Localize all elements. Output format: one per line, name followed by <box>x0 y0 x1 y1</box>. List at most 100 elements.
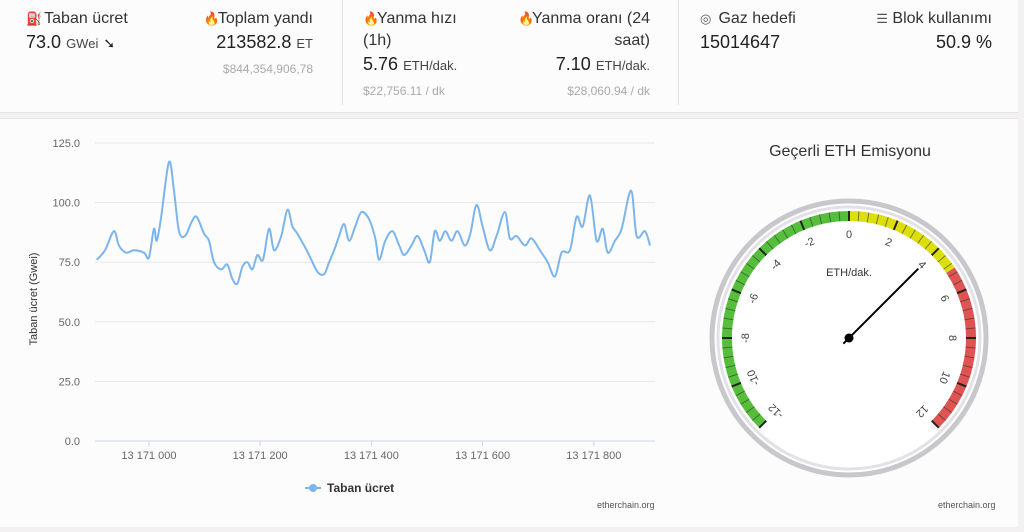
base-fee-series-line[interactable] <box>95 160 651 286</box>
gauge-tick <box>731 288 742 295</box>
gauge-unit: ETH/dak. <box>826 267 872 279</box>
gauge-tick <box>723 355 734 359</box>
gauge-tick <box>723 317 734 321</box>
gauge-tick <box>924 241 932 250</box>
database-icon: ☰ <box>876 11 888 26</box>
gauge-tick <box>866 212 870 223</box>
credit-left[interactable]: etherchain.org <box>597 500 655 510</box>
x-tick-label: 13 171 800 <box>566 450 621 462</box>
legend-marker <box>309 484 317 492</box>
gauge-tick <box>956 381 967 388</box>
y-axis-title: Taban ücret (Gwei) <box>28 253 40 346</box>
gauge-tick <box>964 355 975 359</box>
gauge-tick <box>857 211 860 222</box>
gauge-tick <box>901 224 908 234</box>
total-burned-label: Toplam yandı <box>217 10 313 27</box>
total-burned-usd: $844,354,906,78 <box>222 62 313 76</box>
stat-base-fee: ⛽ Taban ücret 73.0 GWei ➘ <box>26 8 128 56</box>
burn-rate-1h-unit: ETH/dak. <box>403 58 458 73</box>
gauge-tick <box>956 288 967 295</box>
gauge-title: Geçerli ETH Emisyonu <box>769 143 931 160</box>
legend-item[interactable]: Taban ücret <box>305 481 394 495</box>
stat-gas-target: ◎ Gaz hedefi 15014647 <box>700 8 796 54</box>
gauge-tick <box>773 234 781 244</box>
gauge-tick <box>931 420 940 429</box>
base-fee-label: Taban ücret <box>44 10 128 27</box>
gauge-label: 6 <box>937 293 950 303</box>
gauge-tick <box>790 224 797 234</box>
burn-rate-24h-label: Yanma oranı (24 saat) <box>532 10 650 49</box>
gauge-label: 8 <box>946 335 958 341</box>
y-tick-label: 0.0 <box>65 436 80 448</box>
gauge-label: 0 <box>846 229 852 241</box>
gauge-tick <box>965 346 976 349</box>
flame-icon: 🔥 <box>363 11 380 26</box>
gauge-tick <box>735 390 745 397</box>
gauge-tick <box>722 346 733 349</box>
gauge-tick <box>937 255 946 263</box>
gauge-tick <box>728 298 738 303</box>
gauge-tick <box>752 255 761 263</box>
gauge-tick <box>962 364 973 369</box>
gauge-tick <box>735 279 745 286</box>
gauge-tick <box>917 234 925 244</box>
gauge-tick <box>909 229 916 239</box>
block-usage-value: 50.9 % <box>935 32 992 52</box>
block-usage-label: Blok kullanımı <box>892 10 992 27</box>
stat-block-usage: ☰ Blok kullanımı 50.9 % <box>874 8 992 54</box>
x-tick-label: 13 171 400 <box>344 450 399 462</box>
stat-total-burned: 🔥Toplam yandı 213582.8 ET $844,354,906,7… <box>204 8 313 76</box>
gauge-tick <box>731 381 742 388</box>
y-tick-label: 75.0 <box>59 257 80 269</box>
gauge-tick <box>740 398 750 405</box>
gauge-band <box>931 267 976 428</box>
gauge-tick <box>722 327 733 330</box>
gauge-pivot <box>844 333 854 343</box>
gauge-tick <box>838 211 841 222</box>
x-tick-label: 13 171 200 <box>233 450 288 462</box>
burn-rate-24h-usd: $28,060.94 / dk <box>567 84 650 98</box>
gauge-tick <box>745 262 755 270</box>
burn-rate-24h-unit: ETH/dak. <box>595 58 650 73</box>
gauge-label: -10 <box>745 368 762 387</box>
gauge-tick <box>728 373 738 378</box>
gauge-tick <box>758 247 767 256</box>
gauge-tick <box>953 390 963 397</box>
stat-burn-rate-1h: 🔥Yanma hızı (1h) 5.76 ETH/dak. $22,756.1… <box>363 8 473 98</box>
gauge-tick <box>782 229 789 239</box>
gauge-tick <box>809 217 814 227</box>
gauge-tick <box>964 317 975 321</box>
gauge-tick <box>799 220 806 231</box>
y-tick-label: 25.0 <box>59 376 80 388</box>
gauge-tick <box>740 271 750 278</box>
gauge-label: 2 <box>883 236 893 249</box>
gauge-tick <box>745 406 755 414</box>
charts-panel: 0.0 25.0 50.0 75.0 100.0 125.0 13 171 000 13 17… <box>0 118 1018 527</box>
gauge-tick <box>875 214 880 225</box>
gas-pump-icon: ⛽ <box>26 11 43 26</box>
gauge-tick <box>965 327 976 330</box>
base-fee-unit: GWei <box>66 36 99 51</box>
gauge-tick <box>884 217 889 227</box>
gauge-tick <box>943 262 953 270</box>
burn-rate-1h-value: 5.76 <box>363 54 399 74</box>
legend-label: Taban ücret <box>327 481 394 495</box>
gas-target-label: Gaz hedefi <box>718 10 796 27</box>
gauge-label: 10 <box>936 369 952 385</box>
burn-rate-24h-value: 7.10 <box>555 54 591 74</box>
gauge-label: -8 <box>740 333 752 343</box>
gauge-label: -2 <box>803 235 817 250</box>
gauge-tick <box>828 212 832 223</box>
stats-bar: ⛽ Taban ücret 73.0 GWei ➘ 🔥Toplam yandı … <box>0 0 1018 113</box>
gauge-tick <box>948 271 958 278</box>
gauge-tick <box>931 247 940 256</box>
gauge-tick <box>758 420 767 429</box>
gauge-tick <box>960 298 970 303</box>
flame-icon: 🔥 <box>203 11 221 26</box>
credit-right[interactable]: etherchain.org <box>938 500 996 510</box>
total-burned-value: 213582.8 <box>216 32 292 52</box>
x-tick-label: 13 171 000 <box>121 450 176 462</box>
gauge-tick <box>937 413 946 421</box>
gauge-tick <box>960 373 970 378</box>
